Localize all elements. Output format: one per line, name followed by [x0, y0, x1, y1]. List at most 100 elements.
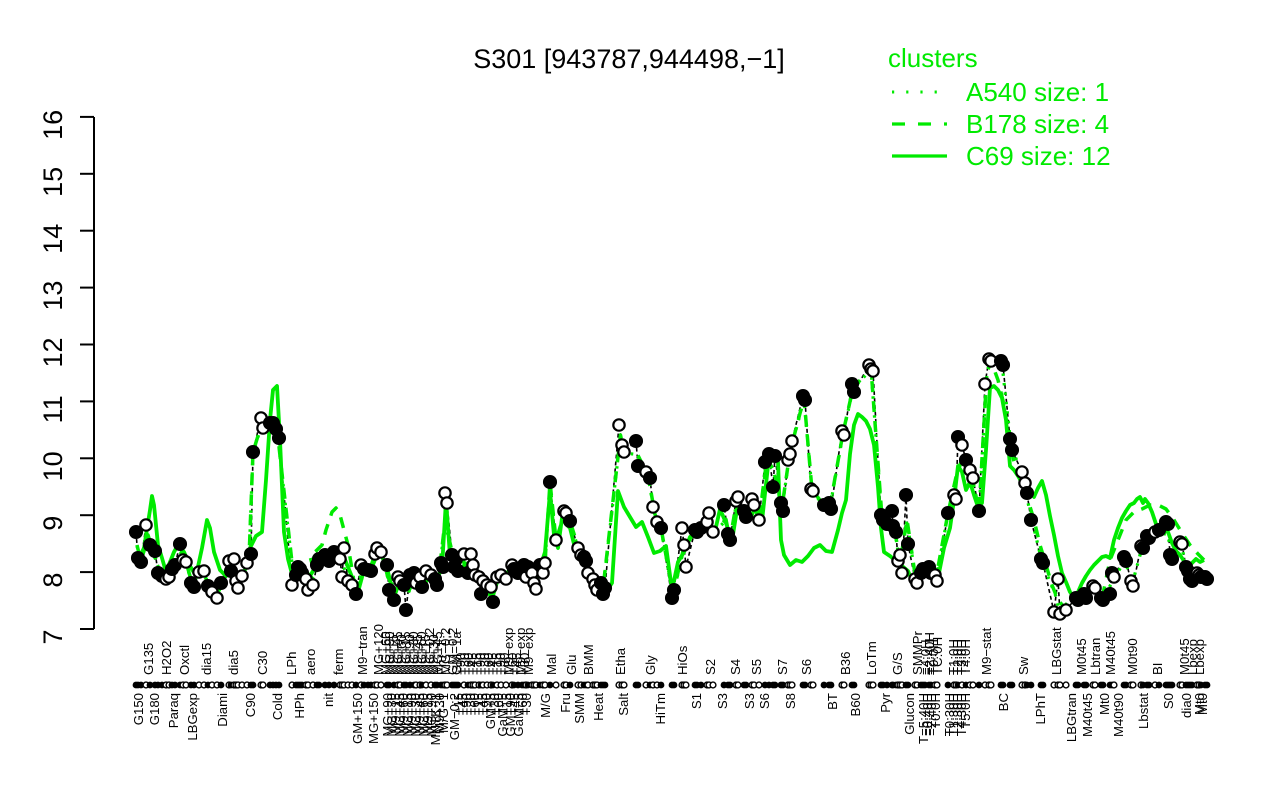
svg-text:M9−exp: M9−exp: [513, 628, 528, 675]
svg-text:Etha: Etha: [613, 647, 628, 675]
svg-text:dia5: dia5: [226, 650, 241, 675]
svg-text:=2:40H: =2:40H: [922, 632, 937, 675]
svg-text:M0t45: M0t45: [1074, 638, 1089, 675]
svg-text:B60: B60: [848, 693, 863, 716]
svg-text:S4: S4: [728, 659, 743, 675]
svg-text:T0:0H: T0:0H: [928, 693, 943, 729]
svg-text:+60: +60: [467, 693, 482, 715]
svg-text:Mal: Mal: [544, 654, 559, 675]
svg-text:Mt0: Mt0: [1097, 693, 1112, 715]
svg-text:MG+30: MG+30: [406, 631, 421, 675]
svg-text:clusters: clusters: [888, 43, 978, 73]
svg-text:M9+15: M9+15: [386, 634, 401, 675]
svg-text:HPh: HPh: [292, 693, 307, 719]
svg-text:G/S: G/S: [890, 652, 905, 675]
svg-text:T3:0H: T3:0H: [954, 639, 969, 675]
svg-text:M/G−1: M/G−1: [436, 693, 451, 733]
svg-text:G180: G180: [147, 693, 162, 725]
svg-text:S6: S6: [757, 693, 772, 709]
svg-text:S301 [943787,944498,−1]: S301 [943787,944498,−1]: [473, 44, 785, 74]
svg-text:Fru: Fru: [558, 693, 573, 713]
svg-text:+60: +60: [461, 653, 476, 675]
svg-text:Lbstat: Lbstat: [1136, 693, 1151, 729]
svg-text:T1:0H: T1:0H: [946, 639, 961, 675]
svg-text:S1: S1: [689, 693, 704, 709]
svg-text:MG+30: MG+30: [384, 693, 399, 737]
svg-text:M9+30: M9+30: [432, 693, 447, 734]
svg-text:+90: +90: [473, 653, 488, 675]
svg-text:Lbexp: Lbexp: [1192, 639, 1207, 675]
svg-text:MG+45: MG+45: [392, 693, 407, 737]
svg-text:HiOs: HiOs: [675, 645, 690, 675]
svg-text:+45: +45: [465, 653, 480, 675]
svg-text:MG+45: MG+45: [390, 631, 405, 675]
svg-text:+90: +90: [453, 653, 468, 675]
svg-text:+15: +15: [489, 653, 504, 675]
svg-text:G135: G135: [141, 643, 156, 675]
svg-text:11: 11: [38, 395, 68, 423]
svg-text:+30: +30: [517, 653, 532, 675]
svg-text:LBGstat: LBGstat: [1049, 627, 1064, 675]
svg-text:+30: +30: [457, 653, 472, 675]
svg-text:M/G: M/G: [538, 693, 553, 718]
svg-text:MG−0:2: MG−0:2: [422, 628, 437, 675]
svg-text:Mt0: Mt0: [1192, 693, 1207, 715]
svg-text:+60: +60: [481, 653, 496, 675]
svg-text:T0:30H: T0:30H: [942, 693, 957, 736]
svg-text:10: 10: [38, 451, 68, 481]
svg-text:TC:0H: TC:0H: [930, 637, 945, 675]
svg-text:MG−0:2: MG−0:2: [438, 628, 453, 675]
svg-text:MG+60: MG+60: [416, 693, 431, 737]
svg-text:B178 size: 4: B178 size: 4: [966, 109, 1109, 139]
svg-text:T4:0H: T4:0H: [958, 639, 973, 675]
svg-text:MG+90: MG+90: [380, 693, 395, 737]
svg-text:T1:30H: T1:30H: [946, 693, 961, 736]
svg-text:M9+60: M9+60: [394, 634, 409, 675]
svg-text:9: 9: [38, 516, 68, 531]
svg-text:Salt: Salt: [616, 693, 631, 716]
svg-text:+45: +45: [509, 653, 524, 675]
svg-text:M9+60: M9+60: [396, 693, 411, 734]
svg-text:H2O2: H2O2: [159, 641, 174, 675]
svg-text:M9+45: M9+45: [410, 634, 425, 675]
svg-text:+30: +30: [487, 693, 502, 715]
svg-text:Heat: Heat: [591, 693, 606, 721]
svg-text:MG+30: MG+30: [408, 693, 423, 737]
svg-text:+90: +90: [493, 653, 508, 675]
svg-text:=2:40H: =2:40H: [924, 693, 939, 736]
svg-text:Glu: Glu: [564, 654, 579, 675]
svg-text:M40t45: M40t45: [1103, 631, 1118, 675]
svg-text:Fru−1: Fru−1: [434, 640, 449, 675]
svg-text:+15: +15: [451, 693, 466, 715]
svg-text:G150: G150: [131, 693, 146, 725]
svg-text:SMMPr: SMMPr: [910, 630, 925, 675]
svg-text:MG+15: MG+15: [400, 693, 415, 737]
svg-text:T2:0H: T2:0H: [950, 639, 965, 675]
svg-text:+15: +15: [471, 693, 486, 715]
svg-text:8: 8: [38, 573, 68, 588]
svg-text:M9+90: M9+90: [404, 693, 419, 734]
svg-text:Diami: Diami: [215, 693, 230, 727]
svg-text:GM−0:2: GM−0:2: [447, 693, 462, 740]
svg-text:Pyr: Pyr: [878, 692, 893, 712]
svg-text:16: 16: [38, 110, 68, 140]
svg-text:BC: BC: [996, 693, 1011, 712]
svg-text:GaM−5: GaM−5: [511, 693, 526, 737]
svg-text:Paraq: Paraq: [166, 693, 181, 728]
svg-text:Oxctl: Oxctl: [177, 645, 192, 675]
svg-text:≡4:0H: ≡4:0H: [918, 639, 933, 675]
svg-text:Gly: Gly: [643, 655, 658, 675]
svg-text:+60: +60: [505, 653, 520, 675]
svg-text:MG+90: MG+90: [424, 693, 439, 737]
svg-text:LBGtran: LBGtran: [1064, 693, 1079, 742]
svg-text:MG+90: MG+90: [382, 631, 397, 675]
svg-text:14: 14: [38, 224, 68, 254]
svg-text:+45: +45: [507, 693, 522, 715]
svg-text:M9+15: M9+15: [420, 693, 435, 734]
svg-text:2:30H: 2:30H: [950, 693, 965, 728]
svg-text:BMM: BMM: [581, 644, 596, 675]
svg-text:M9+30: M9+30: [426, 634, 441, 675]
svg-text:T4:30H: T4:30H: [954, 693, 969, 736]
svg-text:M40t45: M40t45: [1080, 693, 1095, 737]
svg-text:GM+5: GM+5: [483, 693, 498, 729]
